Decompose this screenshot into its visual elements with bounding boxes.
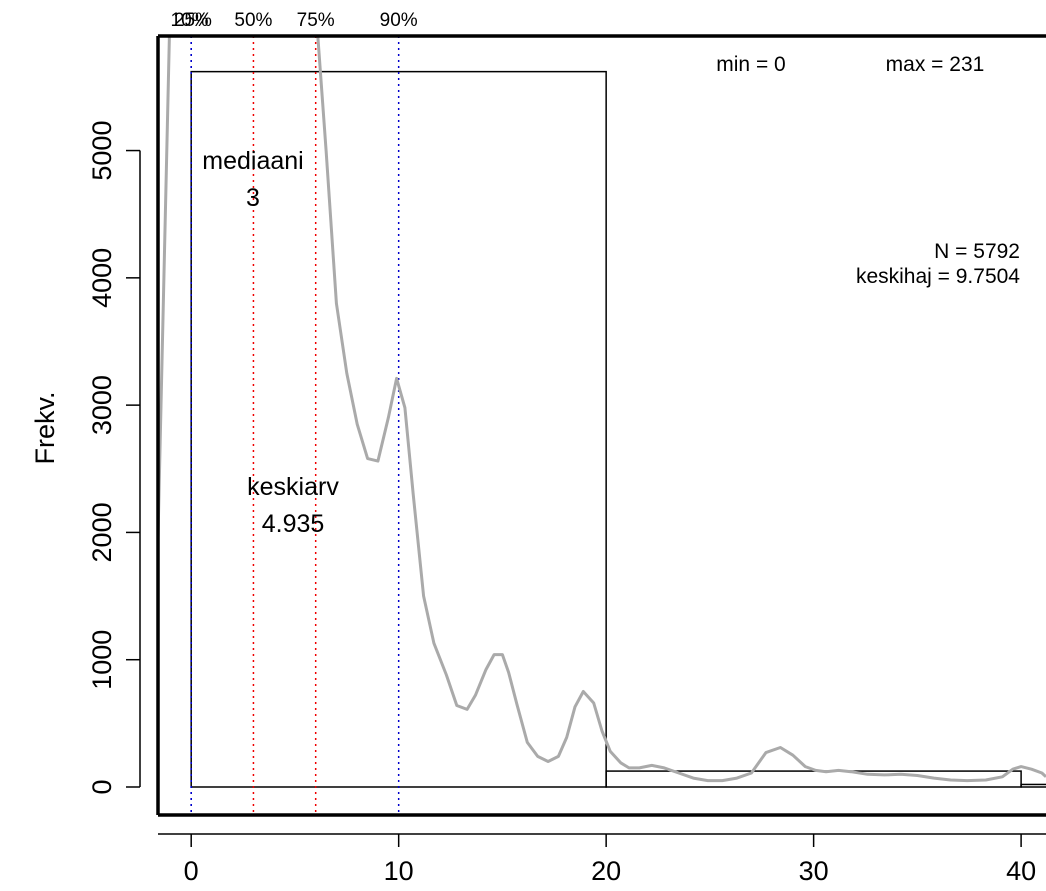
- x-tick-label-20: 20: [591, 856, 621, 886]
- quantile-label-90pct: 90%: [380, 10, 418, 31]
- y-tick-label-0: 0: [87, 779, 117, 794]
- y-tick-label-4000: 4000: [87, 248, 117, 308]
- n-annotation: N = 5792: [934, 240, 1020, 263]
- min-annotation: min = 0: [716, 53, 785, 76]
- median-label: mediaani: [202, 147, 303, 175]
- y-tick-label-2000: 2000: [87, 502, 117, 562]
- y-tick-label-5000: 5000: [87, 121, 117, 181]
- annotations: mediaani 3 keskiarv 4.935 min = 0 max = …: [30, 53, 1020, 538]
- x-tick-label-0: 0: [184, 856, 199, 886]
- quantile-label-50pct: 50%: [234, 10, 272, 31]
- max-annotation: max = 231: [886, 53, 985, 76]
- x-tick-label-40: 40: [1006, 856, 1036, 886]
- density-curve-line: [158, 36, 1046, 783]
- histogram-bar-2: [1020, 783, 1046, 788]
- axes: 0 1000 2000 3000 4000 5000 0 10 20 30 40: [87, 121, 1046, 886]
- quantile-lines: 10%25% 50% 75% 90%: [171, 10, 418, 815]
- plot-frame: [156, 34, 1046, 817]
- x-tick-label-10: 10: [384, 856, 414, 886]
- quantile-label-10pct: 10%: [171, 10, 209, 31]
- y-axis-title: Frekv.: [30, 392, 60, 465]
- mean-label: keskiarv: [247, 473, 339, 501]
- mean-value: 4.935: [262, 510, 325, 538]
- sd-annotation: keskihaj = 9.7504: [856, 265, 1020, 288]
- median-value: 3: [246, 184, 260, 212]
- histogram-bars: [190, 70, 1046, 788]
- density-curve: [158, 36, 1046, 783]
- quantile-label-25pct: 25%: [174, 10, 212, 31]
- quantile-label-75pct: 75%: [297, 10, 335, 31]
- y-tick-label-3000: 3000: [87, 375, 117, 435]
- x-tick-label-30: 30: [799, 856, 829, 886]
- y-tick-label-1000: 1000: [87, 630, 117, 690]
